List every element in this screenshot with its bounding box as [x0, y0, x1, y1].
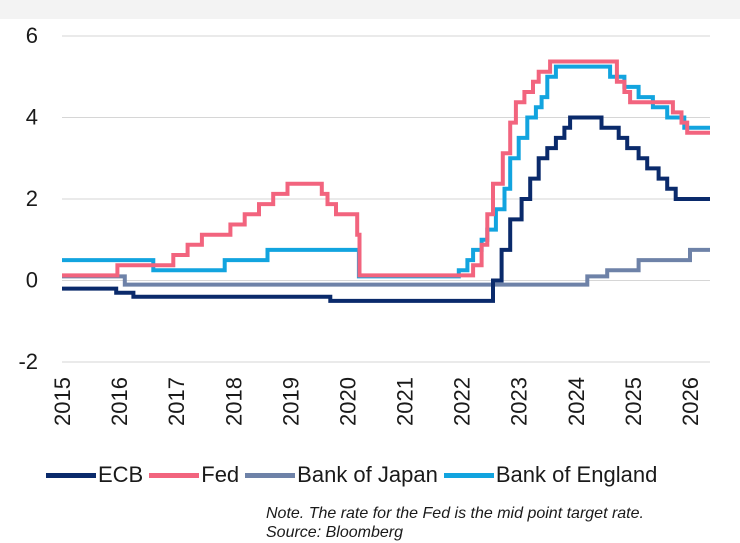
y-axis-ticks: 6 4 2 0 -2 — [18, 23, 38, 374]
x-tick-label-2021: 2021 — [393, 377, 418, 426]
x-tick-label-2017: 2017 — [164, 377, 189, 426]
y-tick-label-0: 0 — [26, 268, 38, 293]
legend-item-ecb: ECB — [46, 462, 143, 488]
source-text: Source: Bloomberg — [266, 524, 403, 541]
x-tick-label-2018: 2018 — [221, 377, 246, 426]
series-line-bank-of-england — [62, 64, 710, 279]
y-tick-label-2: -2 — [18, 349, 38, 374]
legend-swatch-bank-of-england — [443, 472, 494, 478]
x-tick-label-2025: 2025 — [621, 377, 646, 426]
series-lines — [62, 59, 710, 303]
legend-swatch-ecb — [46, 472, 96, 478]
series-line-ecb — [62, 115, 710, 303]
legend-label-bank-of-japan: Bank of Japan — [297, 462, 438, 487]
top-band — [0, 0, 740, 19]
legend-label-fed: Fed — [201, 462, 240, 487]
x-axis-ticks: 2015 2016 2017 2018 2019 2020 2021 2022 2023 2024… — [50, 377, 703, 426]
x-tick-label-2022: 2022 — [450, 377, 475, 426]
x-tick-label-2026: 2026 — [678, 377, 703, 426]
legend-label-bank-of-england: Bank of England — [495, 462, 658, 487]
x-tick-label-2020: 2020 — [335, 377, 360, 426]
series-line-bank-of-japan — [62, 247, 710, 287]
x-tick-label-2023: 2023 — [507, 377, 532, 426]
gridlines — [62, 35, 710, 363]
series-line-fed — [62, 59, 710, 278]
legend-label-ecb: ECB — [98, 462, 144, 487]
legend: ECB Fed Bank of Japan Bank of England — [46, 458, 663, 492]
note-text: Note. The rate for the Fed is the mid po… — [266, 505, 644, 522]
x-tick-label-2015: 2015 — [50, 377, 75, 426]
legend-swatch-bank-of-japan — [245, 472, 296, 478]
legend-item-bank-of-england: Bank of England — [443, 462, 658, 488]
legend-swatch-fed — [149, 472, 200, 478]
x-tick-label-2024: 2024 — [564, 377, 589, 426]
chart-note: Note. The rate for the Fed is the mid po… — [266, 504, 644, 542]
x-tick-label-2016: 2016 — [107, 377, 132, 426]
y-tick-label-2: 2 — [26, 186, 38, 211]
y-tick-label-6: 6 — [26, 23, 38, 48]
x-tick-label-2019: 2019 — [278, 377, 303, 426]
y-tick-label-4: 4 — [26, 105, 38, 130]
legend-item-bank-of-japan: Bank of Japan — [245, 462, 438, 488]
legend-item-fed: Fed — [149, 462, 239, 488]
